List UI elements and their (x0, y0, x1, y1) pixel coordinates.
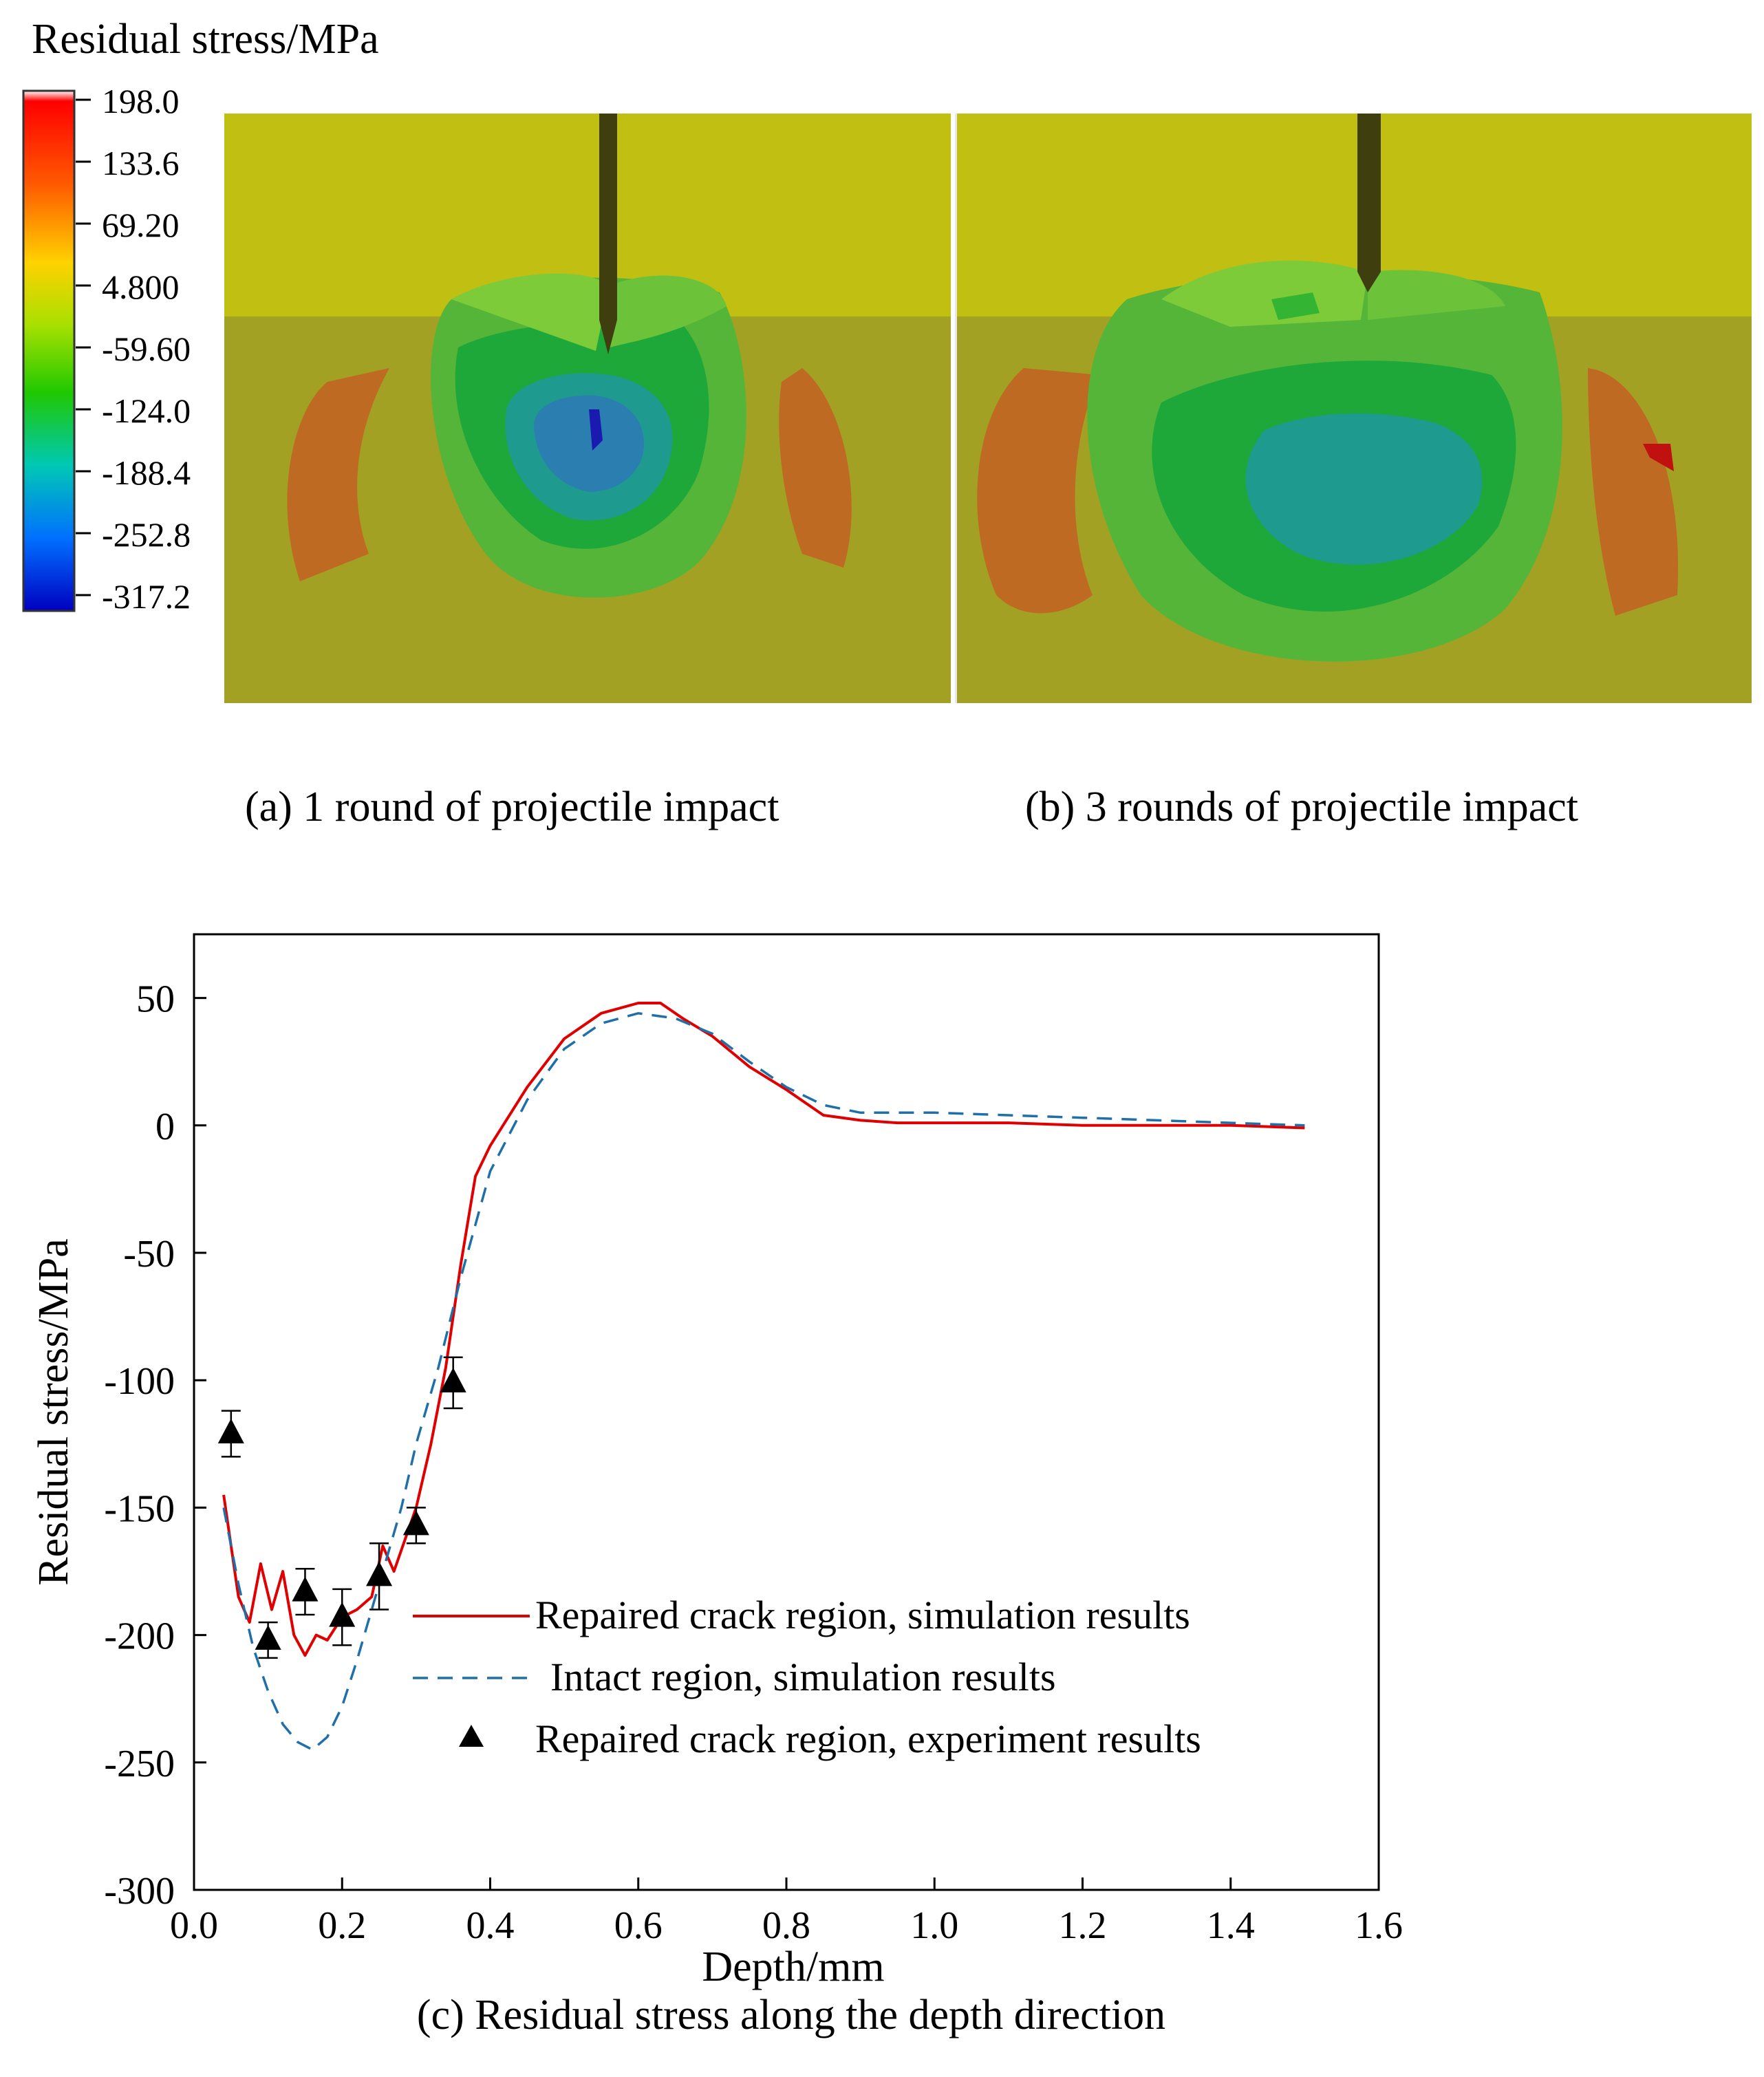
y-tick-label: -300 (104, 1870, 175, 1913)
colorbar-gradient (22, 89, 76, 612)
experiment-point (255, 1625, 281, 1650)
y-tick-label: -50 (123, 1233, 175, 1276)
experiment-point (440, 1367, 466, 1392)
x-tick-label: 0.2 (318, 1904, 366, 1947)
colorbar-label: -317.2 (102, 577, 191, 616)
experiment-point (217, 1418, 244, 1443)
colorbar-label: 69.20 (102, 206, 180, 244)
colorbar-label: 4.800 (102, 268, 180, 306)
x-tick-label: 0.6 (614, 1904, 663, 1947)
tensile-lobe-left (287, 368, 389, 581)
y-tick-label: -200 (104, 1615, 175, 1658)
y-axis-label: Residual stress/MPa (30, 1238, 77, 1586)
y-tick-label: 50 (136, 978, 175, 1021)
x-tick-label: 1.4 (1207, 1904, 1255, 1947)
x-tick-label: 0.8 (762, 1904, 810, 1947)
colorbar-label: -124.0 (102, 391, 191, 430)
tensile-lobe-left (977, 368, 1099, 614)
colorbar-ticks (76, 98, 91, 596)
legend-label-experiment: Repaired crack region, experiment result… (535, 1717, 1201, 1761)
tensile-lobe-right (779, 368, 852, 568)
colorbar-title: Residual stress/MPa (32, 16, 379, 63)
colorbar-label: -252.8 (102, 515, 191, 554)
plot-frame (193, 933, 1380, 1891)
experiment-point (402, 1510, 429, 1536)
colorbar-label: 198.0 (102, 82, 180, 120)
colorbar-label: -188.4 (102, 453, 191, 492)
legend-label-intact: Intact region, simulation results (550, 1655, 1056, 1699)
y-tick-label: -150 (104, 1487, 175, 1530)
contour-panel-a (224, 114, 951, 703)
crack-slit (599, 114, 617, 320)
x-tick-label: 1.2 (1059, 1904, 1107, 1947)
x-tick-label: 0.4 (466, 1904, 515, 1947)
colorbar (22, 89, 77, 612)
legend-label-repaired: Repaired crack region, simulation result… (535, 1593, 1190, 1637)
series-repaired-line (222, 1002, 1305, 1657)
line-chart: 0.0 0.2 0.4 0.6 0.8 1.0 1.2 1.4 1.6 50 0 -50 -100 -15… (30, 933, 1403, 2038)
x-axis-label: Depth/mm (702, 1944, 884, 1990)
y-tick-label: -250 (104, 1743, 175, 1785)
colorbar-label: 133.6 (102, 144, 180, 182)
y-tick-label: -100 (104, 1360, 175, 1403)
experiment-point (329, 1602, 356, 1627)
legend-swatch-experiment (459, 1725, 484, 1747)
colorbar-label: -59.60 (102, 330, 191, 368)
experiment-point (366, 1561, 393, 1586)
contour-panel-b (955, 114, 1752, 703)
crack-slit (1357, 114, 1381, 272)
experiment-point (292, 1576, 319, 1602)
tensile-lobe-right (1588, 368, 1679, 616)
caption-panel-b: (b) 3 rounds of projectile impact (1025, 784, 1579, 830)
series-intact-line (222, 1012, 1305, 1752)
y-tick-label: 0 (155, 1106, 175, 1148)
x-tick-label: 1.6 (1355, 1904, 1403, 1947)
caption-panel-a: (a) 1 round of projectile impact (245, 784, 779, 830)
chart-title: (c) Residual stress along the depth dire… (417, 1992, 1165, 2038)
x-tick-label: 0.0 (170, 1904, 218, 1947)
x-tick-label: 1.0 (910, 1904, 958, 1947)
